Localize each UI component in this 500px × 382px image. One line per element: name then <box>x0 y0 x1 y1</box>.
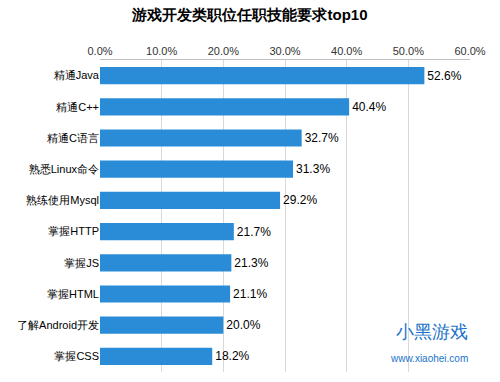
svg-text:29.2%: 29.2% <box>283 193 317 207</box>
svg-text:小黑游戏: 小黑游戏 <box>396 322 468 342</box>
svg-text:0.0%: 0.0% <box>87 45 112 57</box>
svg-text:20.0%: 20.0% <box>226 318 260 332</box>
svg-text:掌握HTML: 掌握HTML <box>47 288 99 300</box>
svg-text:熟悉Linux命令: 熟悉Linux命令 <box>29 163 99 175</box>
svg-text:32.7%: 32.7% <box>305 131 339 145</box>
svg-text:21.3%: 21.3% <box>234 256 268 270</box>
svg-text:www.xiaohei.com: www.xiaohei.com <box>390 353 468 364</box>
svg-text:精通Java: 精通Java <box>54 69 100 81</box>
svg-text:21.7%: 21.7% <box>237 225 271 239</box>
svg-text:60.0%: 60.0% <box>454 45 485 57</box>
svg-text:40.4%: 40.4% <box>352 100 386 114</box>
svg-text:掌握JS: 掌握JS <box>64 257 99 269</box>
svg-text:10.0%: 10.0% <box>146 45 177 57</box>
svg-text:掌握HTTP: 掌握HTTP <box>48 225 99 237</box>
svg-text:52.6%: 52.6% <box>427 69 461 83</box>
svg-text:50.0%: 50.0% <box>393 45 424 57</box>
svg-text:熟练使用Mysql: 熟练使用Mysql <box>26 194 99 206</box>
svg-text:30.0%: 30.0% <box>269 45 300 57</box>
svg-text:精通C++: 精通C++ <box>56 101 99 113</box>
svg-text:18.2%: 18.2% <box>215 349 249 363</box>
svg-text:精通C语言: 精通C语言 <box>47 132 99 144</box>
svg-text:掌握CSS: 掌握CSS <box>54 350 99 362</box>
svg-text:20.0%: 20.0% <box>208 45 239 57</box>
svg-text:21.1%: 21.1% <box>233 287 267 301</box>
svg-text:游戏开发类职位任职技能要求top10: 游戏开发类职位任职技能要求top10 <box>131 6 367 23</box>
svg-text:31.3%: 31.3% <box>296 162 330 176</box>
svg-text:40.0%: 40.0% <box>331 45 362 57</box>
svg-text:了解Android开发: 了解Android开发 <box>17 319 99 331</box>
